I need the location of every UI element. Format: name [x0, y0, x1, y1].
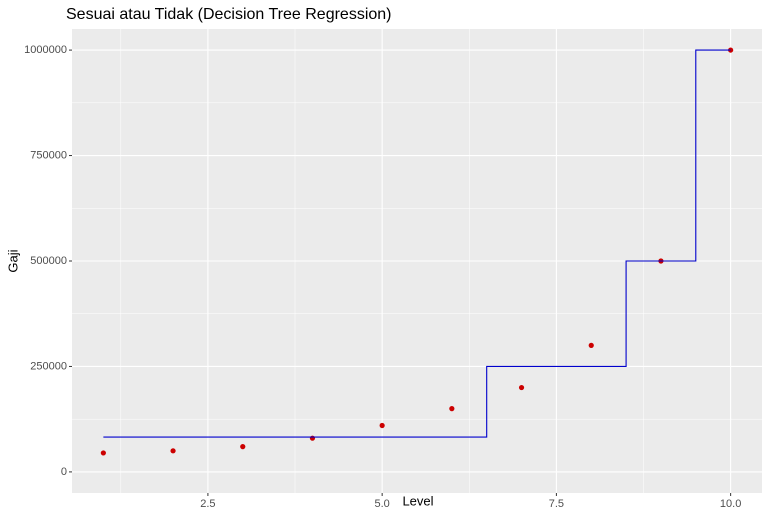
point [309, 435, 316, 441]
x-tick-label: 5.0 [375, 498, 390, 510]
point [100, 450, 106, 456]
x-axis-label: Level [402, 493, 433, 508]
y-tick-label: 1000000 [24, 44, 67, 56]
x-tick-label: 7.5 [549, 498, 564, 510]
y-axis-label: Gaji [5, 249, 20, 272]
chart-title: Sesuai atau Tidak (Decision Tree Regress… [66, 6, 392, 23]
y-tick-label: 500000 [30, 255, 67, 267]
y-tick-label: 250000 [30, 360, 67, 372]
y-tick-label: 750000 [30, 149, 67, 161]
point [240, 444, 246, 450]
point [449, 406, 455, 412]
point [379, 422, 385, 429]
step-line [103, 49, 731, 438]
point [588, 342, 594, 348]
point [518, 384, 525, 391]
y-tick-label: 0 [61, 466, 67, 478]
x-tick-label: 2.5 [200, 498, 215, 510]
x-tick-label: 10.0 [720, 498, 741, 510]
point [170, 448, 176, 454]
